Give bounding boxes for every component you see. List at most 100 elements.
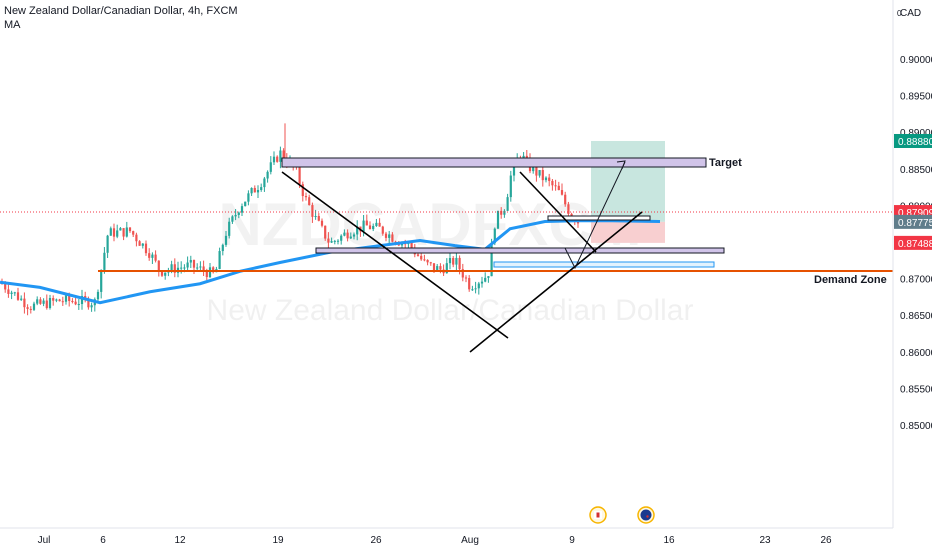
candle [576,221,580,228]
candle [90,302,93,312]
candle-body [237,212,240,215]
candle [71,298,74,304]
candle [240,203,244,216]
candle [138,240,141,246]
candle [157,260,160,277]
price-tick-label: 0.85000 [900,421,932,432]
candle [538,170,541,178]
candle-body [10,292,13,294]
candle [20,295,23,302]
candle-body [192,259,196,268]
time-tick-label: 23 [759,535,771,546]
candle [480,276,484,288]
candle-body [391,234,394,242]
candle-body [116,230,119,237]
uptrend-line[interactable] [469,211,643,353]
candle [384,231,388,242]
candle-body [199,266,202,268]
candle [237,211,240,219]
price-axis[interactable]: 0.900000.895000.890000.885000.880000.875… [894,8,932,432]
pullback-line[interactable] [519,171,597,253]
candle [420,253,423,261]
watermark-name: New Zealand Dollar/Canadian Dollar [207,294,694,327]
candle-body [58,299,61,302]
candle-body [61,301,64,303]
candle [103,247,106,274]
candle-body [349,236,352,239]
candle-body [426,259,429,263]
drawing-tools-layer[interactable] [0,157,893,353]
currency-label[interactable]: CAD [900,8,921,19]
candle-body [157,260,160,271]
candle-body [372,225,375,230]
new-zealand-flag-icon[interactable] [637,506,655,524]
downtrend-line[interactable] [281,171,509,339]
candlestick-series [0,123,580,316]
candle [16,287,20,301]
candle-body [272,156,276,163]
candle-body [183,267,186,269]
candle-body [317,215,320,221]
candle-body [119,228,122,231]
candle-body [260,187,263,191]
entry-rectangle[interactable] [493,261,715,268]
projection-arrow-head [616,160,626,170]
candle [301,181,304,202]
time-axis[interactable]: Jul 6 12 19 26 Aug 9 16 23 26 [38,535,832,546]
candle-body [228,221,231,236]
candle [468,275,471,292]
candle-body [109,228,112,236]
candle-body [324,225,327,239]
candle [503,209,506,218]
candle-body [64,295,68,302]
events-layer[interactable] [589,506,655,524]
candle [496,210,500,229]
candle [506,193,509,212]
mid-rectangle[interactable] [315,247,725,254]
candle [231,215,234,224]
position-zones[interactable] [591,140,665,243]
candle-body [509,175,512,198]
candle [202,260,205,277]
candle [122,227,125,241]
candle-body [506,197,509,211]
candle-body [416,254,420,256]
loss-zone[interactable] [591,221,665,243]
candle-body [218,251,221,269]
target-rectangle[interactable] [281,157,707,168]
candle-body [7,289,10,294]
nz-flag-icon-fill [640,509,652,521]
projection-path[interactable] [564,161,626,270]
candle-body [32,303,36,310]
time-tick-label: 6 [100,535,106,546]
price-label: 0.87775 [898,218,932,229]
candle-body [445,263,448,274]
candle-body [522,155,525,160]
moving-average-series [0,219,661,305]
candle [260,183,263,192]
candle-body [96,291,100,300]
time-tick-label: 26 [370,535,382,546]
candle-body [173,264,176,273]
candle [212,266,215,274]
symbol-title[interactable]: New Zealand Dollar/Canadian Dollar, 4h, … [4,5,238,17]
candle-body [480,281,484,284]
candle [266,170,269,183]
candle [224,230,228,247]
candle [221,243,224,256]
indicator-label[interactable]: MA [4,19,21,31]
candle-body [122,228,125,237]
candle-body [336,240,340,242]
canada-flag-icon[interactable] [589,506,607,524]
candle [151,252,154,264]
candle-body [567,204,570,214]
candle [272,151,276,166]
candle-body [29,308,32,310]
candle [26,304,29,316]
